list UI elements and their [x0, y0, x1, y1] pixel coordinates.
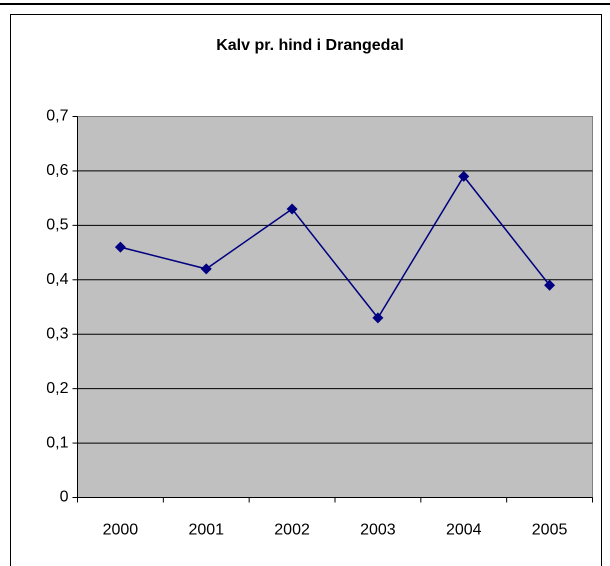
x-tick-label: 2003	[360, 522, 396, 539]
x-tick-label: 2002	[274, 522, 310, 539]
data-marker	[200, 263, 212, 275]
x-tick-label: 2005	[532, 522, 568, 539]
x-tick-label: 2001	[188, 522, 224, 539]
data-marker	[114, 241, 126, 253]
plot-area	[77, 116, 593, 498]
chart-title: Kalv pr. hind i Drangedal	[216, 37, 404, 54]
y-tick-label: 0,7	[46, 108, 68, 125]
y-tick-label: 0,6	[46, 162, 68, 179]
data-marker	[286, 203, 298, 215]
y-tick-label: 0,3	[46, 325, 68, 342]
data-marker	[372, 312, 384, 324]
x-tick-label: 2000	[103, 522, 139, 539]
x-tick-label: 2004	[446, 522, 482, 539]
data-marker	[458, 170, 470, 182]
y-tick-label: 0,2	[46, 380, 68, 397]
data-line	[120, 175, 551, 320]
y-tick-label: 0	[60, 489, 69, 506]
data-marker	[544, 279, 556, 291]
y-tick-label: 0,1	[46, 434, 68, 451]
y-tick-label: 0,4	[46, 271, 68, 288]
y-tick-label: 0,5	[46, 217, 68, 234]
